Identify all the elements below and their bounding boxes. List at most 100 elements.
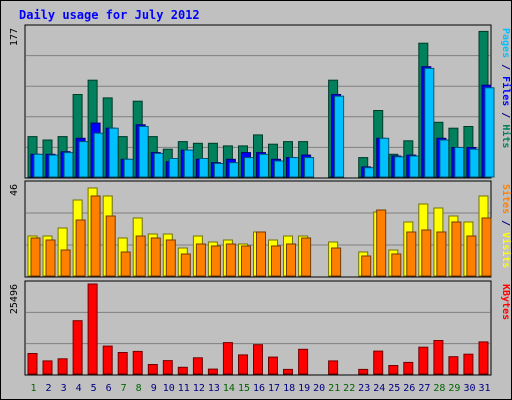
hits-files-pages-bar-pages-day-24 bbox=[379, 137, 390, 178]
x-tick-label-day-19: 19 bbox=[298, 383, 310, 394]
hits-files-pages-bar-pages-day-19 bbox=[304, 157, 315, 178]
kbytes-bar-kbytes-day-15 bbox=[238, 354, 248, 375]
kbytes-bar-kbytes-day-11 bbox=[177, 366, 188, 375]
visits-sites-bar-sites-day-9 bbox=[150, 237, 161, 277]
x-tick-label-day-10: 10 bbox=[163, 383, 175, 394]
x-tick-label-day-8: 8 bbox=[136, 383, 142, 394]
hits-files-pages-bar-pages-day-12 bbox=[198, 158, 209, 178]
kbytes-bar-kbytes-day-27 bbox=[418, 346, 429, 375]
x-axis-day-labels: 1 2 3 4 5 6 7 8 9 10 11 12 13 14 15 16 17 18 19 20 21 22 23 24 2… bbox=[30, 383, 490, 394]
x-tick-label-day-24: 24 bbox=[373, 383, 385, 394]
visits-sites-bar-sites-day-16 bbox=[256, 231, 266, 277]
x-tick-label-day-4: 4 bbox=[76, 383, 82, 394]
kbytes-bar-kbytes-day-21 bbox=[328, 360, 339, 375]
kbytes-legend-part-0: KBytes bbox=[500, 284, 511, 320]
kbytes-bar-kbytes-day-8 bbox=[132, 350, 143, 375]
hits-files-pages-legend-part-1: / bbox=[500, 58, 511, 76]
hits-files-pages-bar-pages-day-15 bbox=[244, 157, 254, 178]
kbytes-bar-kbytes-day-28 bbox=[433, 340, 444, 375]
kbytes-bar-kbytes-day-16 bbox=[253, 344, 263, 375]
x-tick-label-day-14: 14 bbox=[223, 383, 235, 394]
x-tick-label-day-12: 12 bbox=[193, 383, 205, 394]
hits-files-pages-bar-pages-day-26 bbox=[409, 155, 420, 178]
hits-files-pages-bar-pages-day-23 bbox=[364, 167, 375, 178]
visits-sites-bar-sites-day-1 bbox=[30, 237, 41, 277]
hits-files-pages-bar-pages-day-13 bbox=[213, 163, 224, 178]
hits-files-pages-bar-pages-day-14 bbox=[228, 162, 239, 178]
hits-files-pages-bar-pages-day-9 bbox=[153, 152, 164, 178]
chart-title: Daily usage for July 2012 bbox=[19, 8, 200, 22]
visits-sites-legend-label: Sites / Visits bbox=[500, 184, 512, 268]
visits-sites-legend-part-2: Visits bbox=[500, 232, 512, 268]
visits-sites-bar-sites-day-3 bbox=[60, 249, 71, 277]
kbytes-bar-kbytes-day-30 bbox=[463, 353, 474, 375]
kbytes-bar-kbytes-day-24 bbox=[373, 350, 384, 375]
x-tick-label-day-3: 3 bbox=[61, 383, 67, 394]
visits-sites-bar-sites-day-7 bbox=[120, 251, 131, 277]
kbytes-bar-kbytes-day-2 bbox=[42, 360, 53, 375]
hits-files-pages-bar-pages-day-18 bbox=[289, 157, 299, 178]
x-tick-label-day-15: 15 bbox=[238, 383, 250, 394]
hits-files-pages-bar-pages-day-16 bbox=[259, 153, 269, 178]
hits-files-pages-bar-pages-day-6 bbox=[108, 127, 119, 178]
hits-files-pages-legend-part-3: / bbox=[500, 106, 511, 124]
hits-files-pages-bar-pages-day-2 bbox=[48, 154, 59, 178]
hits-files-pages-bar-pages-day-17 bbox=[274, 160, 284, 178]
x-tick-label-day-7: 7 bbox=[121, 383, 127, 394]
visits-sites-bar-sites-day-15 bbox=[241, 245, 251, 277]
visits-sites-bar-sites-day-30 bbox=[466, 235, 477, 277]
x-tick-label-day-13: 13 bbox=[208, 383, 220, 394]
x-tick-label-day-28: 28 bbox=[433, 383, 445, 394]
kbytes-bar-kbytes-day-4 bbox=[72, 320, 83, 375]
visits-sites-bar-sites-day-24 bbox=[376, 209, 387, 277]
kbytes-ymax-label: 25496 bbox=[9, 284, 20, 314]
x-tick-label-day-6: 6 bbox=[106, 383, 112, 394]
visits-sites-bar-sites-day-5 bbox=[90, 195, 101, 277]
visits-sites-bar-sites-day-10 bbox=[165, 239, 176, 277]
hits-files-pages-legend-label: Pages / Files / Hits bbox=[500, 28, 512, 148]
kbytes-bar-kbytes-day-1 bbox=[27, 353, 38, 375]
visits-sites-bar-sites-day-4 bbox=[75, 219, 86, 277]
x-tick-label-day-2: 2 bbox=[45, 383, 51, 394]
visits-sites-legend-part-0: Sites bbox=[500, 184, 512, 214]
hits-files-pages-bar-pages-day-29 bbox=[454, 147, 465, 178]
kbytes-legend-label: KBytes bbox=[500, 284, 511, 320]
visits-sites-bar-sites-day-23 bbox=[361, 255, 372, 277]
x-tick-label-day-26: 26 bbox=[403, 383, 415, 394]
visits-sites-bar-sites-day-31 bbox=[481, 217, 492, 277]
x-tick-label-day-21: 21 bbox=[328, 383, 340, 394]
x-tick-label-day-1: 1 bbox=[30, 383, 36, 394]
kbytes-bar-kbytes-day-5 bbox=[87, 283, 98, 375]
kbytes-bar-kbytes-day-19 bbox=[298, 348, 309, 375]
hits-files-pages-legend-part-0: Pages bbox=[500, 28, 511, 58]
kbytes-bar-kbytes-day-29 bbox=[448, 356, 459, 375]
kbytes-bar-kbytes-day-23 bbox=[358, 368, 369, 375]
hits-files-pages-legend-part-2: Files bbox=[500, 76, 512, 106]
visits-sites-bar-sites-day-28 bbox=[436, 231, 447, 277]
visits-sites-bar-sites-day-12 bbox=[195, 243, 206, 277]
x-tick-label-day-17: 17 bbox=[268, 383, 280, 394]
visits-sites-bar-sites-day-14 bbox=[225, 243, 236, 277]
kbytes-bar-kbytes-day-6 bbox=[102, 345, 113, 375]
visits-sites-bar-sites-day-21 bbox=[331, 247, 342, 277]
visits-sites-bar-sites-day-25 bbox=[391, 253, 402, 277]
x-tick-label-day-22: 22 bbox=[343, 383, 355, 394]
hits-files-pages-bar-pages-day-28 bbox=[439, 139, 450, 178]
visits-sites-bar-sites-day-27 bbox=[421, 229, 432, 277]
visits-sites-bar-sites-day-19 bbox=[301, 237, 312, 277]
kbytes-bar-kbytes-day-12 bbox=[192, 357, 203, 375]
hits-files-pages-bar-pages-day-25 bbox=[394, 156, 405, 178]
kbytes-bar-kbytes-day-26 bbox=[403, 361, 414, 375]
visits-sites-bar-sites-day-26 bbox=[406, 231, 417, 277]
kbytes-bar-kbytes-day-17 bbox=[268, 356, 278, 375]
kbytes-bar-kbytes-day-3 bbox=[57, 358, 68, 375]
kbytes-bar-kbytes-day-9 bbox=[147, 364, 158, 375]
hits-files-pages-bar-pages-day-10 bbox=[168, 158, 179, 178]
hits-files-pages-bar-pages-day-8 bbox=[138, 126, 149, 178]
hits-files-pages-ymax-label: 177 bbox=[9, 28, 20, 46]
visits-sites-bar-sites-day-11 bbox=[180, 253, 191, 277]
hits-files-pages-bar-pages-day-4 bbox=[78, 141, 89, 178]
kbytes-bar-kbytes-day-13 bbox=[207, 368, 218, 375]
